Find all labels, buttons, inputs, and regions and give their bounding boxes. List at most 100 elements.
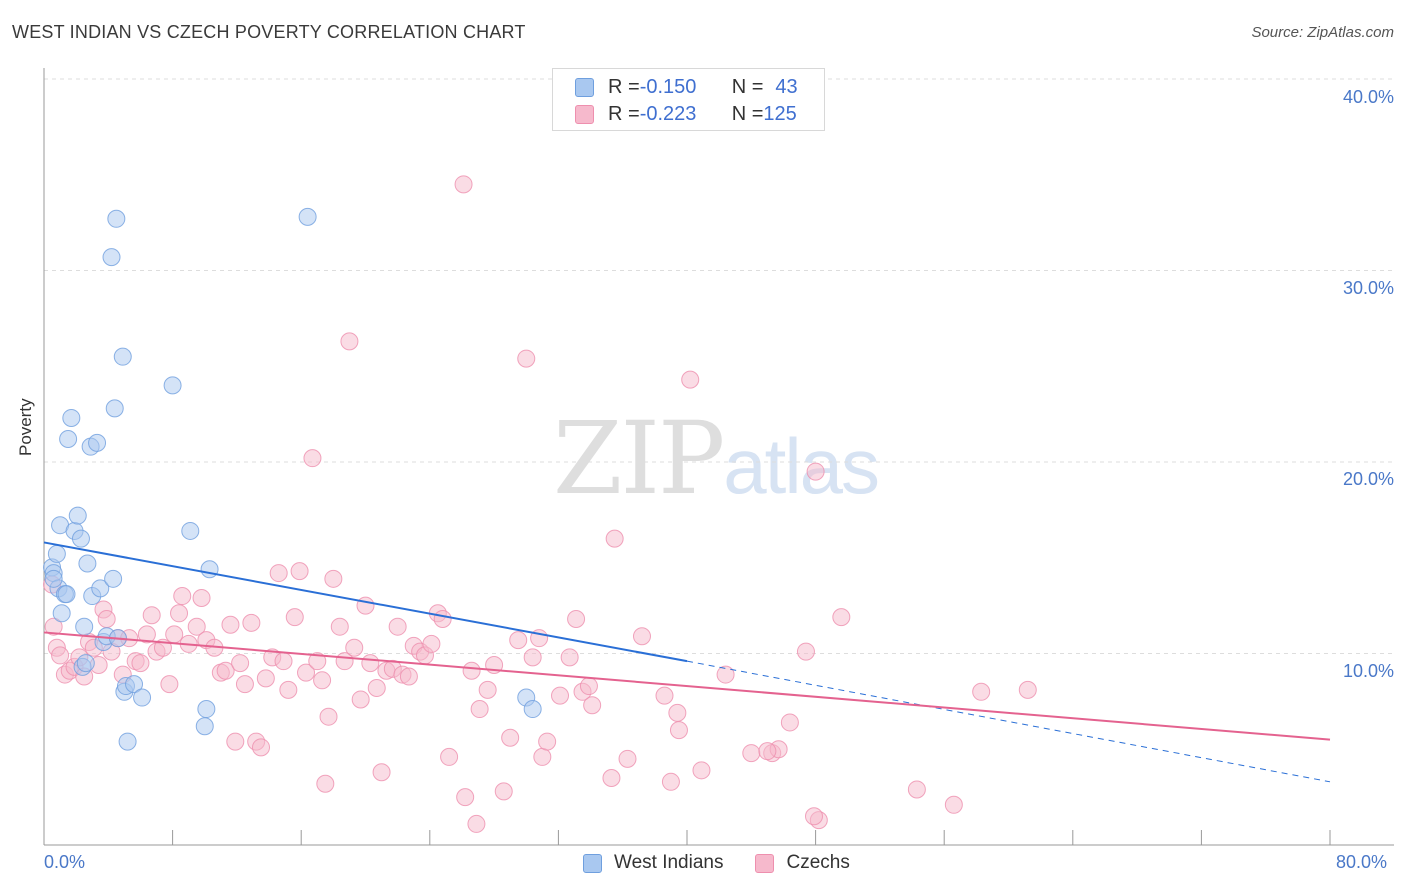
- czechs-point: [796, 642, 815, 661]
- source-label: Source: ZipAtlas.com: [1251, 24, 1394, 41]
- czechs-point: [716, 665, 735, 684]
- czechs-point: [583, 696, 602, 715]
- legend-swatch-czechs: [755, 853, 775, 873]
- west-indians-point: [200, 560, 219, 579]
- czechs-point: [422, 634, 441, 653]
- legend-row-czechs: R = -0.223 N = 125: [575, 102, 797, 126]
- legend-n-label: N =: [731, 102, 764, 125]
- legend-n-value: 125: [763, 102, 797, 125]
- west-indians-point: [68, 506, 87, 525]
- czechs-point: [579, 677, 598, 696]
- west-indians-trendline: [43, 541, 688, 663]
- west-indians-point: [75, 617, 94, 636]
- czechs-point: [551, 686, 570, 705]
- czechs-point: [538, 732, 557, 751]
- y-tick-label-10: 10.0%: [1342, 661, 1394, 681]
- czechs-point: [324, 569, 343, 588]
- west-indians-point: [71, 529, 90, 548]
- czechs-point: [285, 608, 304, 627]
- west-indians-point: [105, 399, 124, 418]
- czechs-point: [907, 780, 926, 799]
- watermark-atlas: atlas: [723, 422, 880, 510]
- czechs-point: [367, 678, 386, 697]
- czechs-point: [804, 807, 823, 826]
- legend-label-west-indians: West Indians: [614, 852, 724, 873]
- czechs-point: [972, 682, 991, 701]
- watermark-zip: ZIP: [553, 400, 725, 517]
- czechs-point: [806, 462, 825, 481]
- west-indians-point: [113, 347, 132, 366]
- watermark: ZIPatlas: [553, 400, 880, 517]
- west-indians-point: [44, 569, 63, 588]
- legend-r-label: R =: [608, 102, 640, 125]
- czechs-point: [269, 564, 288, 583]
- west-indians-point: [181, 521, 200, 540]
- west-indians-point: [91, 579, 110, 598]
- legend-item-czechs[interactable]: Czechs: [755, 852, 850, 874]
- chart-title: WEST INDIAN VS CZECH POVERTY CORRELATION…: [12, 22, 526, 42]
- legend-row-west-indians: R = -0.150 N = 43: [575, 75, 798, 99]
- czechs-trendline: [43, 631, 1331, 741]
- czechs-point: [330, 617, 349, 636]
- west-indians-point: [59, 430, 78, 449]
- czechs-point: [399, 667, 418, 686]
- czechs-point: [494, 782, 513, 801]
- west-indians-point: [107, 209, 126, 228]
- west-indians-point: [195, 717, 214, 736]
- czechs-point: [681, 370, 700, 389]
- czechs-point: [313, 671, 332, 690]
- czechs-point: [742, 744, 761, 763]
- west-indians-point: [57, 585, 76, 604]
- czechs-point: [216, 661, 235, 680]
- czechs-point: [51, 646, 70, 665]
- czechs-point: [832, 608, 851, 627]
- y-tick-label-40: 40.0%: [1342, 87, 1394, 107]
- czechs-point: [221, 615, 240, 634]
- czechs-point: [372, 763, 391, 782]
- czechs-point: [567, 610, 586, 629]
- czechs-point: [308, 652, 327, 671]
- czechs-point: [242, 613, 261, 632]
- czechs-point: [316, 774, 335, 793]
- legend-n-value: 43: [775, 75, 798, 98]
- czechs-point: [470, 700, 489, 719]
- legend-n-label: N =: [731, 75, 764, 98]
- czechs-point: [351, 690, 370, 709]
- west-indians-point: [52, 604, 71, 623]
- czechs-point: [345, 638, 364, 657]
- west-indians-point: [104, 569, 123, 588]
- czechs-point: [655, 686, 674, 705]
- czechs-point: [173, 587, 192, 606]
- czechs-point: [478, 680, 497, 699]
- czechs-point: [97, 610, 116, 629]
- czechs-point: [454, 175, 473, 194]
- czechs-point: [235, 675, 254, 694]
- czechs-point: [433, 610, 452, 629]
- czechs-point: [137, 625, 156, 644]
- czechs-point: [252, 738, 271, 757]
- west-indians-point: [118, 732, 137, 751]
- czechs-point: [187, 617, 206, 636]
- czechs-point: [560, 648, 579, 667]
- czechs-point: [692, 761, 711, 780]
- czechs-point: [523, 648, 542, 667]
- legend-label-czechs: Czechs: [786, 852, 850, 873]
- czechs-point: [618, 749, 637, 768]
- legend-swatch-west-indians: [583, 853, 602, 873]
- czechs-point: [440, 747, 459, 766]
- czechs-point: [279, 680, 298, 699]
- czechs-point: [356, 596, 375, 615]
- y-tick-label-30: 30.0%: [1342, 278, 1394, 298]
- czechs-point: [165, 625, 184, 644]
- czechs-point: [231, 654, 250, 673]
- legend-swatch-west-indians: [575, 77, 594, 97]
- czechs-point: [44, 617, 63, 636]
- legend-r-value: -0.223: [639, 102, 697, 125]
- czechs-point: [467, 814, 486, 833]
- czechs-point: [758, 742, 777, 761]
- czechs-point: [456, 788, 475, 807]
- legend-r-label: R =: [608, 75, 640, 98]
- czechs-point: [780, 713, 799, 732]
- legend-item-west-indians[interactable]: West Indians: [583, 852, 723, 874]
